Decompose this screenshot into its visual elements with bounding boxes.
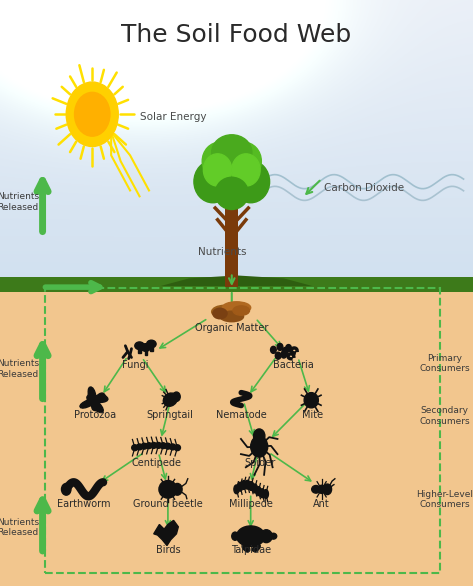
Ellipse shape — [249, 482, 254, 490]
Polygon shape — [80, 387, 108, 413]
Ellipse shape — [211, 305, 237, 318]
Ellipse shape — [237, 482, 243, 491]
Ellipse shape — [169, 444, 175, 450]
Text: Millipede: Millipede — [229, 499, 272, 509]
Text: Nutrients
Released: Nutrients Released — [0, 517, 39, 537]
Ellipse shape — [220, 311, 244, 322]
FancyBboxPatch shape — [225, 193, 238, 287]
Text: Mite: Mite — [302, 410, 323, 420]
Ellipse shape — [263, 490, 269, 498]
Ellipse shape — [260, 489, 265, 498]
Ellipse shape — [203, 154, 232, 186]
Ellipse shape — [209, 148, 254, 197]
Polygon shape — [154, 520, 178, 546]
Ellipse shape — [141, 443, 148, 449]
Ellipse shape — [256, 487, 261, 496]
Text: Nematode: Nematode — [216, 410, 267, 420]
Ellipse shape — [165, 443, 171, 449]
Circle shape — [61, 483, 71, 495]
Text: Spider: Spider — [245, 458, 276, 468]
Ellipse shape — [233, 306, 250, 315]
Text: Birds: Birds — [156, 545, 180, 555]
Ellipse shape — [252, 484, 257, 493]
Ellipse shape — [213, 308, 227, 319]
FancyBboxPatch shape — [138, 347, 140, 353]
Circle shape — [275, 352, 281, 359]
Text: Centipede: Centipede — [131, 458, 181, 468]
Ellipse shape — [211, 135, 252, 170]
Ellipse shape — [202, 142, 238, 180]
Ellipse shape — [131, 445, 138, 451]
Ellipse shape — [253, 544, 260, 551]
Text: Carbon Dioxide: Carbon Dioxide — [324, 182, 404, 193]
Text: Higher-Level
Consumers: Higher-Level Consumers — [416, 489, 473, 509]
Polygon shape — [161, 275, 312, 286]
Circle shape — [173, 483, 182, 495]
Text: Nutrients
Released: Nutrients Released — [0, 192, 39, 212]
Ellipse shape — [241, 481, 246, 489]
Text: Secondary
Consumers: Secondary Consumers — [419, 406, 470, 426]
Text: Talpidae: Talpidae — [231, 545, 271, 555]
Ellipse shape — [147, 340, 156, 347]
Circle shape — [318, 485, 325, 493]
FancyBboxPatch shape — [145, 349, 147, 355]
Ellipse shape — [150, 442, 157, 448]
Ellipse shape — [141, 343, 150, 351]
Ellipse shape — [304, 393, 318, 408]
Text: Springtail: Springtail — [147, 410, 194, 420]
Circle shape — [271, 346, 276, 353]
Ellipse shape — [159, 481, 177, 498]
Text: Fungi: Fungi — [122, 360, 148, 370]
Text: Protozoa: Protozoa — [73, 410, 116, 420]
Ellipse shape — [236, 526, 265, 546]
Circle shape — [281, 351, 287, 358]
Ellipse shape — [136, 444, 142, 450]
Text: The Soil Food Web: The Soil Food Web — [122, 23, 351, 47]
FancyBboxPatch shape — [0, 277, 473, 292]
Text: Nutrients: Nutrients — [198, 247, 246, 257]
Circle shape — [323, 484, 332, 495]
Circle shape — [173, 392, 180, 401]
Circle shape — [277, 343, 283, 350]
Circle shape — [282, 347, 288, 355]
Ellipse shape — [155, 442, 161, 448]
Ellipse shape — [270, 533, 277, 539]
Ellipse shape — [234, 485, 239, 493]
FancyBboxPatch shape — [0, 284, 473, 586]
Ellipse shape — [135, 342, 144, 349]
Ellipse shape — [232, 161, 270, 203]
Ellipse shape — [242, 544, 250, 551]
Circle shape — [75, 93, 110, 136]
Circle shape — [286, 345, 291, 352]
Ellipse shape — [174, 445, 181, 451]
Text: Solar Energy: Solar Energy — [140, 112, 206, 122]
Ellipse shape — [245, 481, 250, 489]
Circle shape — [232, 532, 238, 540]
Ellipse shape — [215, 177, 248, 210]
Text: Organic Matter: Organic Matter — [195, 323, 269, 333]
Ellipse shape — [160, 443, 166, 449]
Text: Ground beetle: Ground beetle — [133, 499, 203, 509]
Circle shape — [254, 429, 265, 443]
Ellipse shape — [194, 161, 232, 203]
Text: Ant: Ant — [313, 499, 330, 509]
Circle shape — [66, 82, 118, 146]
Text: Nutrients
Released: Nutrients Released — [0, 359, 39, 379]
Text: Primary
Consumers: Primary Consumers — [419, 353, 470, 373]
Circle shape — [251, 436, 268, 457]
Ellipse shape — [226, 142, 261, 180]
Ellipse shape — [312, 485, 320, 493]
FancyBboxPatch shape — [150, 345, 152, 351]
Ellipse shape — [163, 393, 177, 406]
Ellipse shape — [222, 302, 251, 314]
Text: Bacteria: Bacteria — [273, 360, 314, 370]
Ellipse shape — [232, 154, 260, 186]
Text: Earthworm: Earthworm — [57, 499, 111, 509]
Ellipse shape — [146, 443, 152, 449]
Ellipse shape — [260, 530, 272, 543]
